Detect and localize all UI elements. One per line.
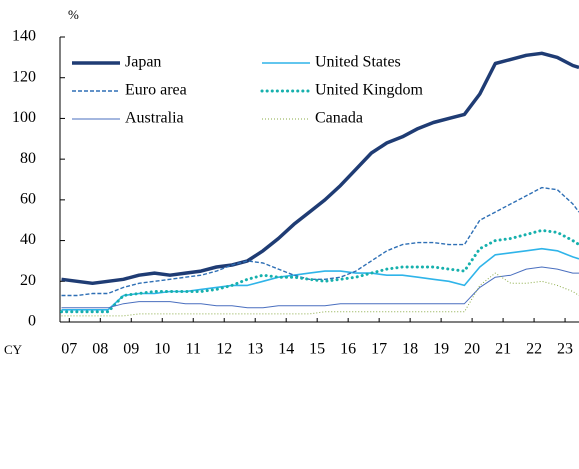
x-tick-label: 15: [309, 341, 325, 358]
y-axis-label: %: [68, 7, 79, 22]
y-tick-label: 100: [12, 109, 36, 126]
series-line: [61, 186, 579, 297]
series-line: [61, 247, 579, 311]
x-tick-label: 23: [557, 341, 573, 358]
x-tick-label: 19: [433, 341, 449, 358]
x-tick-label: 22: [526, 341, 542, 358]
x-tick-label: 12: [216, 341, 232, 358]
y-tick-label: 40: [20, 231, 36, 248]
x-tick-label: 21: [495, 341, 511, 358]
legend-label: United Kingdom: [315, 82, 424, 99]
x-tick-label: 10: [154, 341, 170, 358]
x-tick-label: 11: [186, 341, 201, 358]
x-tick-label: 13: [247, 341, 263, 358]
y-tick-label: 0: [28, 313, 36, 330]
x-tick-label: 17: [371, 341, 387, 358]
y-tick-label: 120: [12, 68, 36, 85]
legend-label: Canada: [315, 110, 363, 127]
y-tick-label: 80: [20, 150, 36, 167]
y-tick-label: 20: [20, 272, 36, 289]
x-axis-label: CY: [4, 342, 23, 357]
y-tick-label: 140: [12, 28, 36, 45]
legend-label: Japan: [125, 54, 161, 71]
series-line: [61, 266, 579, 309]
x-tick-label: 09: [123, 341, 139, 358]
x-tick-label: 16: [340, 341, 356, 358]
y-tick-label: 60: [20, 191, 36, 208]
series-line: [61, 51, 579, 286]
legend-label: Euro area: [125, 82, 187, 99]
legend-label: Australia: [125, 110, 184, 127]
x-tick-label: 18: [402, 341, 418, 358]
x-tick-label: 20: [464, 341, 480, 358]
series-line: [60, 228, 579, 314]
x-tick-label: 07: [61, 341, 77, 358]
x-tick-label: 08: [92, 341, 108, 358]
series-line: [61, 272, 579, 317]
x-tick-label: 14: [278, 341, 294, 358]
legend-label: United States: [315, 54, 401, 71]
